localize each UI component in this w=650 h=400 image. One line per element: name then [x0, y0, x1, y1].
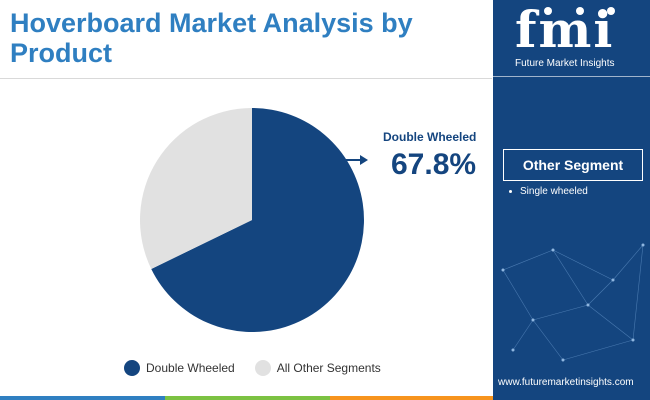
legend-label-double-wheeled: Double Wheeled	[146, 361, 235, 375]
website-url: www.futuremarketinsights.com	[498, 377, 634, 388]
title-divider	[0, 78, 492, 79]
legend-swatch-double-wheeled	[124, 360, 140, 376]
bottom-bar-segment-green	[165, 396, 330, 400]
pie-slice-double-wheeled	[151, 108, 365, 332]
segment-list-item: Single wheeled	[509, 186, 588, 197]
bottom-bar-segment-blue	[0, 396, 165, 400]
pie-slice-all-other-segments	[140, 108, 252, 269]
callout-label: Double Wheeled	[383, 130, 477, 144]
other-segment-heading: Other Segment	[503, 149, 643, 181]
legend-item-double-wheeled: Double Wheeled	[124, 360, 235, 376]
callout-arrow	[346, 155, 368, 165]
logo-subtitle: Future Market Insights	[515, 58, 615, 69]
bullet-icon	[509, 190, 512, 193]
bottom-bar-segment-orange	[330, 396, 495, 400]
segment-label: Single wheeled	[520, 186, 588, 197]
logo-divider	[493, 76, 650, 77]
side-panel: fmi Future Market Insights Other Segment…	[493, 0, 650, 400]
segment-list: Single wheeled	[509, 186, 588, 197]
callout-value: 67.8%	[391, 148, 477, 181]
fmi-logo: fmi Future Market Insights	[493, 0, 650, 74]
pie-chart	[140, 108, 368, 332]
legend-item-other-segments: All Other Segments	[254, 360, 381, 376]
chart-legend: Double Wheeled All Other Segments	[124, 360, 401, 376]
legend-label-other-segments: All Other Segments	[276, 361, 381, 375]
logo-mark: fmi	[515, 0, 615, 59]
network-decoration	[501, 243, 645, 362]
legend-swatch-other-segments	[254, 360, 271, 376]
page-title: Hoverboard Market Analysis by Product	[10, 8, 413, 68]
logo-decor-icons	[544, 7, 615, 15]
